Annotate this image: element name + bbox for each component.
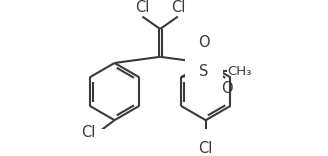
Text: S: S — [199, 64, 209, 79]
Text: Cl: Cl — [135, 0, 150, 15]
Text: O: O — [198, 35, 210, 50]
Text: CH₃: CH₃ — [228, 65, 252, 78]
Text: Cl: Cl — [81, 125, 95, 140]
Text: O: O — [221, 81, 233, 96]
Text: Cl: Cl — [171, 0, 185, 15]
Text: Cl: Cl — [198, 141, 213, 156]
